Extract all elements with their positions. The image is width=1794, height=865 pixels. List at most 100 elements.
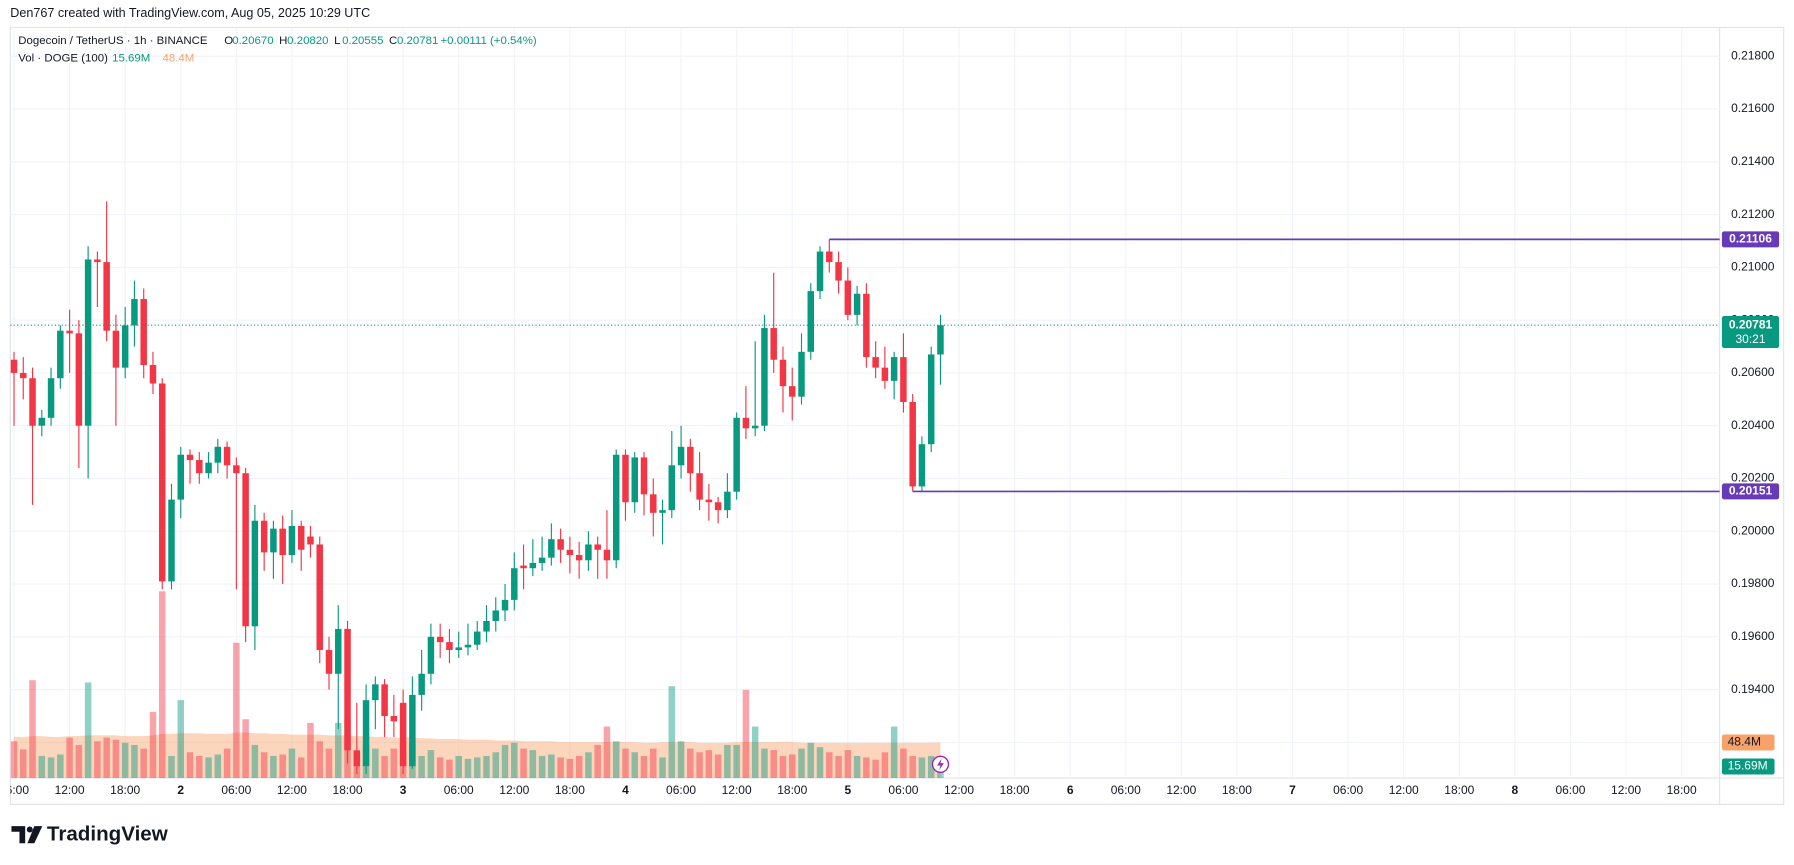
candles (10, 201, 944, 775)
volume-bar (186, 752, 194, 779)
candle-body (464, 644, 472, 648)
volume-bar (492, 752, 500, 779)
logo-mark (11, 826, 26, 844)
volume-bar (381, 755, 388, 779)
candle-body (112, 330, 120, 368)
volume-bar (557, 757, 564, 779)
x-tick-label: 6 (1067, 783, 1074, 797)
volume-bar (742, 689, 750, 779)
volume-bar (158, 591, 166, 779)
candle-body (853, 293, 861, 315)
volume-bar (853, 755, 861, 779)
legend-value: 0.20781 (397, 35, 438, 47)
volume-bar (418, 755, 425, 779)
x-tick-label: 18:00 (333, 783, 363, 797)
candle-body (548, 539, 555, 558)
candle-body (761, 328, 768, 426)
candle-body (196, 460, 203, 474)
volume-bar (473, 757, 481, 779)
x-tick-label: 4 (622, 783, 629, 797)
candle-body (260, 520, 268, 553)
candle-body (205, 462, 212, 474)
candle-body (779, 359, 787, 387)
candle-body (307, 536, 314, 545)
candle-body (529, 562, 537, 569)
volume-bar (29, 680, 36, 779)
candle-body (436, 636, 444, 643)
x-tick-label: 2 (177, 783, 184, 797)
y-tick-label: 0.19600 (1731, 629, 1775, 643)
x-tick-label: 06:00 (0, 783, 29, 797)
candle-body (492, 610, 500, 622)
candle-body (233, 465, 240, 474)
candle-body (705, 499, 713, 503)
volume-bar (177, 700, 185, 779)
volume-bar (788, 754, 796, 779)
volume-bar (603, 726, 611, 779)
candle-body (770, 328, 777, 360)
volume-bar (548, 754, 555, 779)
candle-body (427, 636, 435, 674)
x-tick-label: 06:00 (221, 783, 251, 797)
credit: Den767 created with TradingView.com, Aug… (10, 6, 370, 20)
volume-bar (10, 741, 18, 779)
candle-body (594, 544, 601, 550)
volume-bar (751, 726, 759, 779)
candle-body (890, 357, 898, 381)
y-tick-label: 0.20000 (1731, 523, 1775, 537)
candle-body (844, 280, 852, 315)
volume-bar (631, 752, 638, 779)
candle-body (242, 473, 249, 627)
candle-body (826, 251, 833, 263)
y-tick-label: 0.20200 (1731, 471, 1775, 485)
volume-bar (288, 748, 296, 779)
x-tick-label: 18:00 (777, 783, 807, 797)
candle-body (538, 557, 546, 563)
volume-bar (214, 754, 222, 779)
volume-bar (196, 755, 203, 779)
candle-body (446, 642, 453, 651)
x-tick-label: 18:00 (555, 783, 585, 797)
volume-bar (668, 686, 676, 779)
candle-body (612, 454, 620, 561)
volume-pane (10, 591, 944, 779)
volume-bar (131, 744, 138, 779)
legend-key: O (224, 35, 233, 47)
level-label-box (1721, 231, 1780, 248)
candle-body (687, 446, 694, 474)
candle-body (177, 454, 185, 500)
volume-bar (57, 754, 64, 779)
volume-bar (566, 758, 574, 779)
volume-last-box (1721, 758, 1775, 775)
countdown: 30:21 (1736, 332, 1766, 346)
x-tick-label: 5 (844, 783, 851, 797)
candle-body (816, 251, 824, 292)
candle-body (158, 383, 166, 582)
volume-bar (724, 744, 731, 779)
brand: TradingView (47, 823, 169, 846)
candle-body (10, 359, 18, 373)
x-tick-label: 18:00 (1222, 783, 1252, 797)
x-tick-label: 12:00 (722, 783, 752, 797)
candle-body (483, 621, 490, 632)
y-tick-label: 0.21800 (1731, 48, 1775, 62)
volume-bar (650, 748, 657, 779)
volume-bar (872, 759, 879, 779)
volume-bar (798, 748, 805, 779)
logo-dot (26, 826, 33, 833)
level-label-box (1721, 483, 1780, 500)
candle-body (751, 425, 759, 429)
volume-bar (205, 757, 212, 779)
legend-change: +0.00111 (+0.54%) (440, 35, 536, 47)
y-tick-label: 0.20600 (1731, 365, 1775, 379)
volume-bar (909, 755, 916, 779)
candle-body (668, 465, 676, 511)
alert-bolt (937, 758, 944, 771)
candle-body (409, 694, 416, 767)
x-tick-label: 18:00 (1000, 783, 1030, 797)
candle-body (788, 386, 796, 397)
candle-body (325, 650, 333, 674)
candle-body (251, 520, 259, 627)
candle-body (473, 631, 481, 645)
